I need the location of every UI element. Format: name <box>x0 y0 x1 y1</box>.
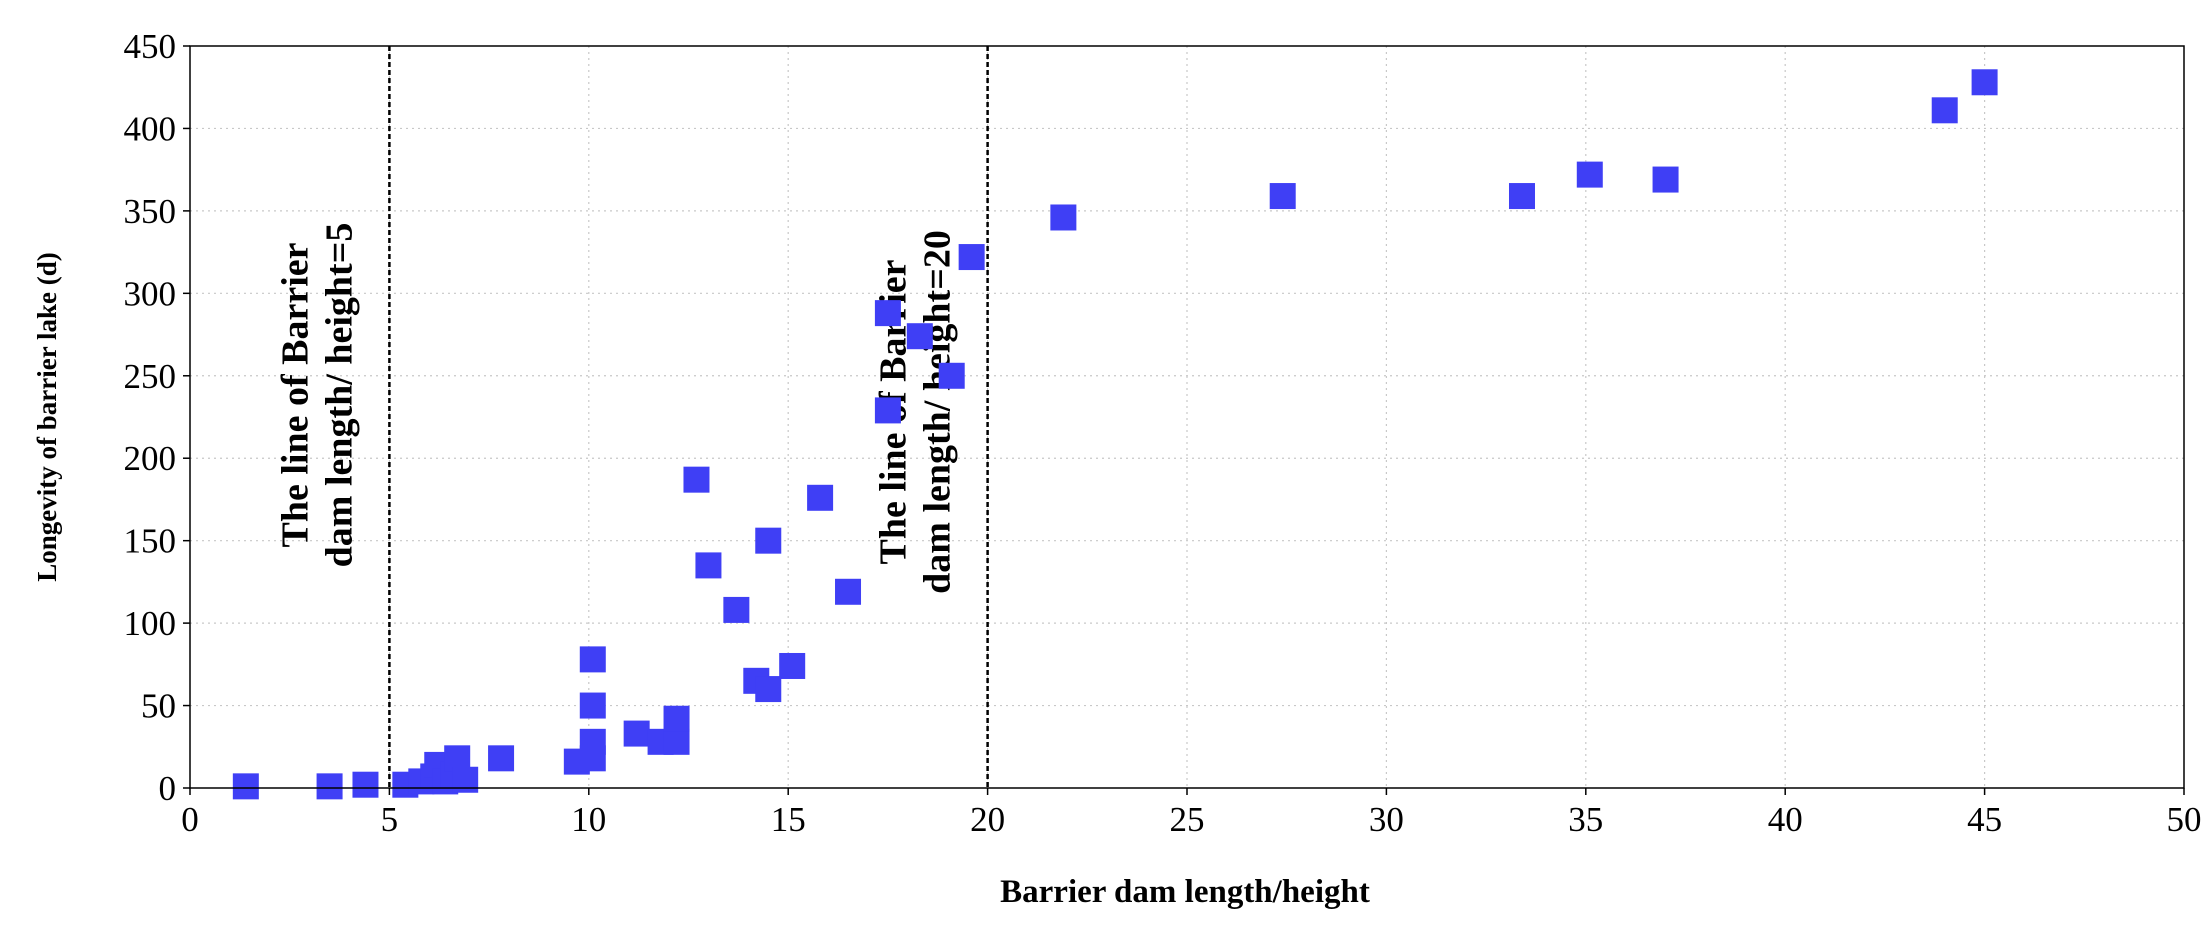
data-point <box>695 552 722 579</box>
data-point <box>938 362 965 389</box>
data-point <box>723 596 750 623</box>
data-point <box>1931 97 1958 124</box>
data-point <box>663 705 690 732</box>
reference-label-line: dam length/ height=5 <box>318 223 360 568</box>
data-point <box>958 244 985 271</box>
y-tick-label: 0 <box>159 769 177 808</box>
reference-label-5: The line of Barrierdam length/ height=5 <box>274 223 360 568</box>
data-point <box>1971 69 1998 96</box>
y-tick-label: 100 <box>124 604 177 643</box>
x-tick-label: 15 <box>771 800 806 839</box>
data-point <box>452 766 479 793</box>
reference-label-line: dam length/ height=20 <box>917 230 959 594</box>
data-point <box>1652 166 1679 193</box>
x-tick-label: 45 <box>1967 800 2002 839</box>
y-tick-label: 450 <box>124 27 177 66</box>
data-points <box>232 69 1998 800</box>
y-tick-label: 400 <box>124 109 177 148</box>
data-point <box>683 466 710 493</box>
y-tick-label: 350 <box>124 192 177 231</box>
data-point <box>874 300 901 327</box>
x-tick-label: 30 <box>1369 800 1404 839</box>
x-tick-label: 0 <box>181 800 199 839</box>
data-point <box>1269 183 1296 210</box>
x-tick-label: 50 <box>2167 800 2202 839</box>
data-point <box>352 771 379 798</box>
data-point <box>579 646 606 673</box>
data-point <box>835 578 862 605</box>
y-tick-label: 250 <box>124 357 177 396</box>
x-tick-label: 10 <box>571 800 606 839</box>
reference-label-line: The line of Barrier <box>274 242 316 547</box>
x-tick-label: 35 <box>1568 800 1603 839</box>
axis-ticks: 0 5 10 15 20 25 30 35 40 45 50 0 50 100 150 200 250 300 35… <box>124 27 2202 839</box>
y-tick-label: 300 <box>124 274 177 313</box>
data-point <box>755 527 782 554</box>
data-point <box>779 652 806 679</box>
data-point <box>755 676 782 703</box>
x-tick-label: 25 <box>1170 800 1205 839</box>
reference-lines: The line of Barrierdam length/ height=5 T… <box>274 46 989 788</box>
y-tick-label: 200 <box>124 439 177 478</box>
data-point <box>906 323 933 350</box>
data-point <box>579 728 606 755</box>
x-tick-label: 5 <box>381 800 399 839</box>
data-point <box>316 773 343 800</box>
data-point <box>623 720 650 747</box>
y-tick-label: 150 <box>124 522 177 561</box>
y-axis-title: Longevity of barrier lake (d) <box>32 252 62 581</box>
data-point <box>874 397 901 424</box>
x-tick-label: 20 <box>970 800 1005 839</box>
data-point <box>807 484 834 511</box>
data-point <box>1050 204 1077 231</box>
y-tick-label: 50 <box>141 687 176 726</box>
x-axis-title: Barrier dam length/height <box>1000 874 1370 910</box>
data-point <box>232 773 259 800</box>
data-point <box>663 728 690 755</box>
data-point <box>488 745 515 772</box>
data-point <box>579 692 606 719</box>
x-tick-label: 40 <box>1768 800 1803 839</box>
data-point <box>1508 183 1535 210</box>
data-point <box>1576 161 1603 188</box>
